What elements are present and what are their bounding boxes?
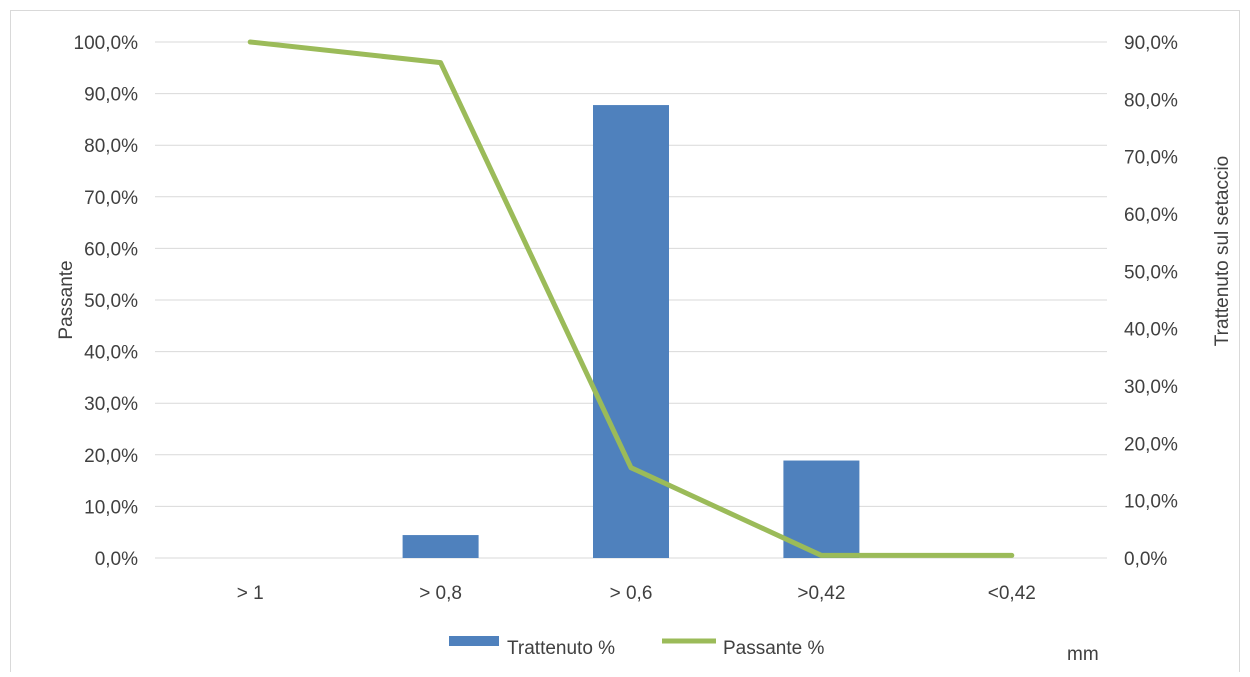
x-tick-label: > 0,8 — [419, 583, 462, 604]
y2-tick-label: 0,0% — [1124, 549, 1167, 570]
y-tick-label: 40,0% — [84, 343, 138, 364]
right-axis-ticks: 0,0% 10,0% 20,0% 30,0% 40,0% 50,0% 60,0% 70,0% 8… — [1124, 33, 1178, 570]
y-tick-label: 50,0% — [84, 291, 138, 312]
y-tick-label: 60,0% — [84, 239, 138, 260]
legend-label-line: Passante % — [723, 638, 824, 659]
left-axis-ticks: 0,0% 10,0% 20,0% 30,0% 40,0% 50,0% 60,0% 70,0% 8… — [74, 33, 139, 570]
legend-swatch-bar — [449, 636, 499, 646]
x-axis-label: mm — [1067, 644, 1099, 665]
y2-tick-label: 30,0% — [1124, 377, 1178, 398]
y2-tick-label: 80,0% — [1124, 90, 1178, 111]
y-tick-label: 100,0% — [74, 33, 139, 54]
bar — [402, 535, 479, 558]
y2-tick-label: 90,0% — [1124, 33, 1178, 54]
line-series — [247, 39, 1015, 558]
x-tick-label: > 0,6 — [610, 583, 653, 604]
y2-tick-label: 40,0% — [1124, 320, 1178, 341]
y2-tick-label: 20,0% — [1124, 434, 1178, 455]
y-tick-label: 10,0% — [84, 497, 138, 518]
x-tick-label: > 1 — [237, 583, 264, 604]
y-tick-label: 20,0% — [84, 446, 138, 467]
y-tick-label: 0,0% — [95, 549, 138, 570]
y2-axis-label: Trattenuto sul setaccio — [1212, 156, 1233, 346]
legend-label-bar: Trattenuto % — [507, 638, 615, 659]
bar-series — [402, 105, 860, 559]
y-tick-label: 30,0% — [84, 394, 138, 415]
passante-line — [247, 39, 1015, 558]
x-axis-ticks: > 1 > 0,8 > 0,6 >0,42 <0,42 — [237, 583, 1036, 604]
y2-tick-label: 60,0% — [1124, 205, 1178, 226]
y-tick-label: 80,0% — [84, 136, 138, 157]
y-axis-label: Passante — [56, 260, 77, 339]
y2-tick-label: 10,0% — [1124, 492, 1178, 513]
y2-tick-label: 50,0% — [1124, 262, 1178, 283]
x-tick-label: <0,42 — [988, 583, 1036, 604]
y-tick-label: 90,0% — [84, 85, 138, 106]
bar — [593, 105, 669, 559]
y2-tick-label: 70,0% — [1124, 148, 1178, 169]
y-tick-label: 70,0% — [84, 188, 138, 209]
x-tick-label: >0,42 — [797, 583, 845, 604]
legend: Trattenuto % Passante % — [449, 636, 824, 659]
